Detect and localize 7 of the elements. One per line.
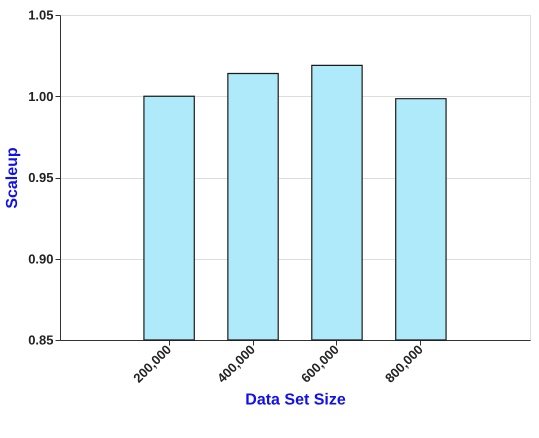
y-tick-label: 0.85 <box>28 332 54 348</box>
y-tick-label: 0.90 <box>28 251 54 266</box>
x-axis-title: Data Set Size <box>245 392 346 409</box>
y-tick-label: 1.00 <box>28 88 54 104</box>
y-tick-label: 0.95 <box>28 170 54 185</box>
y-tick-label: 1.05 <box>28 8 54 22</box>
y-axis-title: Scaleup <box>4 147 22 209</box>
